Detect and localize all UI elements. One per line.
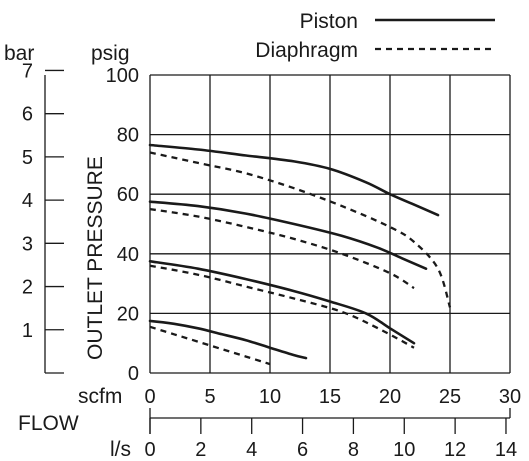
diaphragm-curve-5 [149,264,415,349]
scfm-tick-label: 10 [259,386,281,408]
scfm-tick-label: 25 [439,386,461,408]
legend-label-piston: Piston [300,10,358,33]
ls-tick-label: 2 [195,439,206,461]
piston-curve-0 [148,319,308,360]
psig-tick-label: 20 [117,303,139,325]
ls-tick-label: 14 [495,439,517,461]
scfm-tick-label: 30 [499,386,521,408]
ls-tick-label: 10 [393,439,415,461]
ls-tick-label: 8 [348,439,359,461]
bar-axis: 1 2 3 4 5 6 7 [22,60,64,374]
bar-tick-label: 1 [22,320,33,342]
ls-tick-label: 12 [444,439,466,461]
piston-curve-3 [148,143,440,217]
ls-tick-label: 0 [144,439,155,461]
x-axis-title: FLOW [18,412,79,435]
bar-tick-label: 6 [22,104,33,126]
series-curves [148,143,452,366]
bar-unit-label: bar [4,42,34,65]
psig-tick-label: 100 [106,65,139,87]
scfm-unit-label: scfm [78,385,122,408]
bar-tick-label: 4 [22,190,33,212]
ls-axis: l/s 0 2 4 6 8 10 12 14 [110,408,517,461]
diaphragm-curve-4 [149,325,271,366]
psig-tick-label: 0 [128,363,139,385]
ls-unit-label: l/s [110,438,131,461]
diaphragm-curve-6 [149,207,415,290]
piston-curve-1 [148,260,416,345]
scfm-tick-label: 20 [379,386,401,408]
psig-tick-label: 80 [117,125,139,147]
bar-tick-label: 2 [22,277,33,299]
bar-tick-label: 7 [22,60,33,82]
y-axis-title: OUTLET PRESSURE [84,156,107,360]
psig-axis: 0 20 40 60 80 100 [106,65,139,385]
scfm-tick-label: 0 [144,386,155,408]
bar-tick-label: 5 [22,147,33,169]
piston-curve-2 [148,200,428,270]
bar-tick-label: 3 [22,233,33,255]
diaphragm-curve-7 [149,151,452,308]
scfm-tick-label: 5 [204,386,215,408]
psig-tick-label: 40 [117,244,139,266]
plot-grid [149,74,511,374]
psig-unit-label: psig [91,42,130,65]
psig-tick-label: 60 [117,184,139,206]
ls-tick-label: 4 [246,439,257,461]
scfm-tick-label: 15 [319,386,341,408]
ls-tick-label: 6 [297,439,308,461]
scfm-axis: scfm 0 5 10 15 20 25 30 [78,385,521,408]
legend: Piston Diaphragm [255,10,495,62]
legend-label-diaphragm: Diaphragm [255,39,358,62]
